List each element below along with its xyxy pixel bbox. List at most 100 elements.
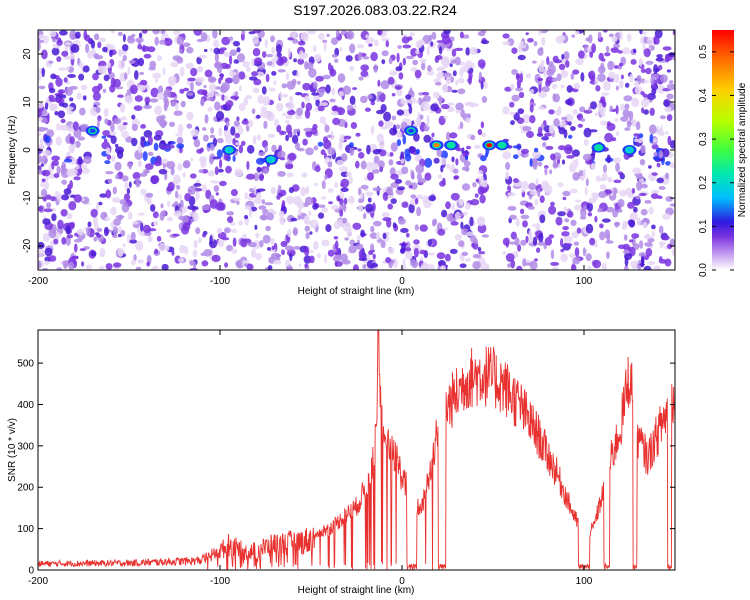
spectrogram-cell: [639, 57, 643, 67]
spectrogram-cell: [428, 34, 433, 41]
spectrogram-cell: [285, 245, 294, 251]
spectrogram-cell: [69, 97, 74, 102]
spectrogram-cell: [172, 55, 182, 61]
spectrogram-cell: [232, 155, 236, 162]
spectrogram-cell: [594, 112, 600, 117]
spectrogram-cell: [78, 62, 84, 69]
spectrogram-cell: [653, 37, 660, 45]
spectrogram-cell: [122, 122, 128, 126]
spectrogram-cell: [585, 253, 592, 261]
spectrogram-cell: [189, 260, 195, 266]
spectrogram-cell: [509, 111, 516, 116]
spectrogram-cell: [628, 110, 634, 121]
spectrogram-cell: [251, 108, 256, 115]
spectrogram-cell: [293, 195, 302, 206]
spectrogram-cell: [95, 232, 100, 236]
spectrogram-cell: [378, 120, 384, 127]
spectrogram-cell: [123, 193, 131, 201]
spectrogram-cell: [276, 194, 281, 200]
spectrogram-cell: [304, 196, 314, 206]
spectrogram-cell: [576, 114, 581, 119]
spectrogram-cell: [447, 102, 455, 106]
spectrogram-cell: [536, 247, 541, 253]
spectrogram-cell: [38, 126, 46, 132]
spectrogram-cell: [285, 163, 294, 170]
spectrogram-cell: [589, 237, 596, 246]
spectrogram-cell: [187, 185, 196, 195]
spectrogram-cell: [103, 74, 110, 82]
spectrogram-cell: [430, 41, 434, 47]
spectrogram-cell: [636, 181, 643, 191]
spectrogram-cell: [56, 56, 62, 62]
spectrogram-cell: [440, 164, 444, 173]
spectrogram-cell: [247, 119, 254, 128]
spectrogram-cell: [271, 252, 280, 260]
spectrogram-cell: [631, 264, 638, 270]
spectrogram-cell: [396, 52, 400, 63]
spectrogram-cell: [574, 247, 580, 258]
spectrogram-cell: [324, 174, 328, 181]
spectrogram-cell: [462, 65, 469, 73]
spectrogram-cell: [602, 100, 607, 108]
spectrogram-cell: [192, 212, 199, 222]
spectrogram-cell: [66, 212, 73, 220]
spectrogram-cell: [113, 218, 121, 226]
spectrogram-cell: [465, 117, 471, 124]
spectrogram-cell: [321, 239, 330, 247]
spectrogram-cell: [324, 254, 328, 264]
spectrogram-cell: [149, 98, 159, 103]
spectrogram-cell: [218, 127, 223, 137]
spectrogram-cell: [221, 36, 231, 46]
spectrogram-cell: [114, 161, 122, 171]
spectrogram-cell: [253, 185, 257, 196]
spectrogram-cell: [112, 197, 121, 203]
spectrogram-cell: [285, 134, 289, 142]
spectrogram-cell: [629, 73, 634, 83]
spectrogram-cell: [261, 86, 267, 95]
spectrogram-cell: [309, 219, 319, 229]
spectrogram-cell: [320, 196, 327, 200]
spectrogram-cell: [225, 77, 233, 84]
spectrogram-cell: [543, 133, 552, 137]
spectrogram-cell: [662, 46, 672, 51]
spectrogram-cell: [574, 30, 580, 35]
spectrogram-cell: [202, 230, 208, 235]
spectrogram-cell: [210, 143, 215, 151]
spectrogram-cell: [665, 131, 669, 135]
spectrogram-cell: [566, 155, 575, 159]
spectrogram-cell: [85, 264, 92, 270]
spectrogram-cell: [387, 76, 395, 85]
spectrogram-cell: [265, 54, 274, 58]
spectrogram-cell: [559, 120, 567, 129]
spectrogram-cell: [428, 264, 435, 270]
spectrogram-cell: [502, 106, 510, 115]
spectrogram-cell: [255, 157, 265, 165]
spectrogram-cell: [592, 259, 602, 269]
spectrogram-cell: [143, 169, 149, 174]
spectrogram-cell: [190, 157, 194, 162]
spectrogram-cell: [117, 94, 124, 98]
spectrogram-cell: [328, 201, 334, 205]
spectrogram-cell: [141, 45, 150, 52]
spectrogram-cell: [156, 235, 162, 242]
spectrogram-cell: [289, 95, 294, 103]
spectrogram-cell: [194, 187, 203, 192]
spectrogram-cell: [389, 152, 394, 157]
spectrogram-cell: [127, 35, 134, 41]
spectrogram-cell: [298, 263, 302, 267]
spectrogram-cell: [469, 216, 474, 227]
spectrogram-cell: [117, 59, 126, 70]
spectrogram-cell: [538, 106, 545, 110]
spectrogram-cell: [248, 207, 253, 218]
spectrogram-cell: [437, 228, 446, 236]
spectrogram-cell: [54, 190, 60, 198]
snr-y-ticks: 0 100 200 300 400 500: [17, 359, 675, 577]
spectrogram-cell: [184, 246, 189, 256]
spectrogram-cell: [346, 104, 354, 111]
spectrogram-cell: [109, 131, 117, 136]
spectrogram-cell: [333, 221, 341, 230]
spectrogram-cell: [540, 59, 545, 68]
spectrogram-cell: [229, 49, 237, 56]
spectrogram-cell: [484, 263, 490, 270]
spectrogram-cell: [173, 210, 182, 217]
